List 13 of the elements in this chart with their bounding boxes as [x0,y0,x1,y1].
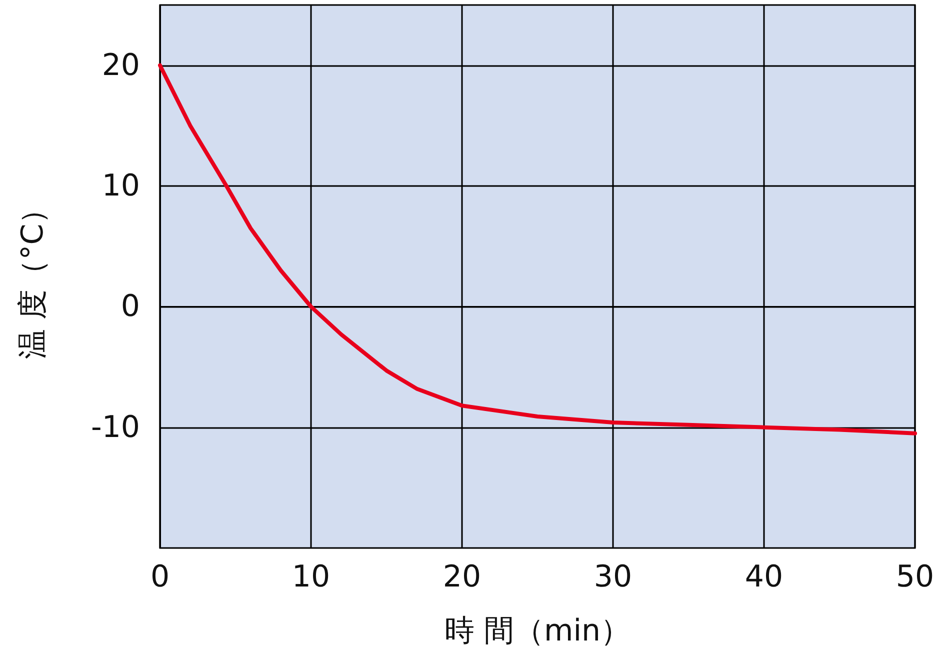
x-axis-title: 時 間（min） [444,614,631,648]
x-tick-label: 50 [896,560,934,594]
x-tick-label: 40 [744,560,784,594]
x-tick-label: 20 [442,560,482,594]
y-axis-title: 温 度（°C） [16,194,50,360]
line-series [158,63,917,436]
x-tick-label: 30 [594,560,632,594]
y-tick-label: 0 [120,289,140,324]
y-tick-label: 10 [102,168,140,204]
y-tick-label: -10 [91,410,140,445]
y-tick-label: 20 [102,48,140,83]
x-tick-label: 10 [292,560,330,594]
x-tick-label: 0 [150,560,170,594]
